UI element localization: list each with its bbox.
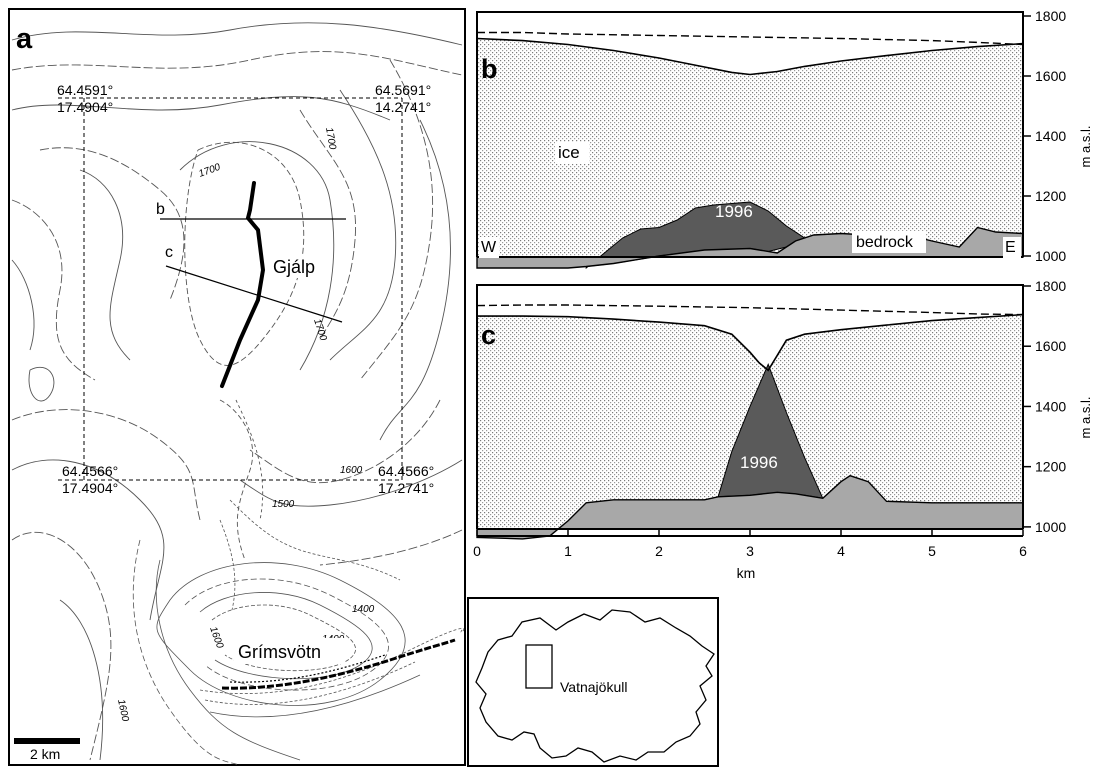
km-axis: 0 1 2 3 4 5 6 km bbox=[473, 530, 1027, 581]
corner-bl-lon: 17.4904° bbox=[62, 480, 118, 496]
plot-frame bbox=[476, 11, 1024, 257]
x-tick-label: 0 bbox=[473, 543, 481, 559]
contour-label: 1600 bbox=[340, 465, 363, 476]
corner-br-lat: 64.4566° bbox=[378, 463, 434, 479]
ice-area bbox=[477, 38, 1023, 257]
inset-map: Vatnajökull bbox=[467, 597, 719, 767]
corner-tr-lon: 14.2741° bbox=[375, 99, 431, 115]
fissure bbox=[220, 181, 266, 388]
label-west-bg bbox=[479, 237, 499, 258]
pre-eruption-surface-line bbox=[477, 31, 1024, 46]
scale-bar-label: 2 km bbox=[30, 746, 60, 762]
y-axis-label: m a.s.l. bbox=[1078, 126, 1093, 168]
label-bedrock-bg bbox=[852, 231, 926, 253]
y-axis-label: m a.s.l. bbox=[1078, 397, 1093, 439]
x-axis-label: km bbox=[737, 565, 756, 581]
corner-br-lon: 17.2741° bbox=[378, 480, 434, 496]
label-ice: ice bbox=[558, 143, 580, 162]
label-east: E bbox=[1005, 239, 1016, 256]
y-tick-label: 1200 bbox=[1035, 459, 1066, 475]
x-tick-label: 6 bbox=[1019, 543, 1027, 559]
corner-bl-lat: 64.4566° bbox=[62, 463, 118, 479]
label-east-bg bbox=[1003, 237, 1021, 258]
x-tick-label: 2 bbox=[655, 543, 663, 559]
y-tick-label: 1400 bbox=[1035, 128, 1066, 144]
x-tick-label: 1 bbox=[564, 543, 572, 559]
eruption-scarp bbox=[221, 638, 456, 690]
study-area-marker bbox=[525, 644, 553, 689]
y-tick-label: 1800 bbox=[1035, 8, 1066, 24]
y-tick-label: 1800 bbox=[1035, 278, 1066, 294]
corner-coordinates: 64.4591° 17.4904° 64.5691° 14.2741° 64.4… bbox=[57, 82, 434, 496]
profile-lines bbox=[160, 218, 346, 323]
y-tick-label: 1600 bbox=[1035, 68, 1066, 84]
panel-letter: c bbox=[481, 320, 496, 350]
panel-letter: b bbox=[481, 54, 498, 84]
label-west: W bbox=[481, 239, 497, 256]
gjalp-label-bg bbox=[268, 254, 326, 278]
corner-tl-lat: 64.4591° bbox=[57, 82, 113, 98]
place-name-gjalp: Gjálp bbox=[273, 257, 315, 277]
contour-label: 1500 bbox=[272, 499, 295, 510]
profile-panel-c: 1000 1200 1400 1600 1800 m a.s.l. c 1996 bbox=[476, 278, 1093, 540]
y-tick-label: 1600 bbox=[1035, 338, 1066, 354]
corner-tr-lat: 64.5691° bbox=[375, 82, 431, 98]
profile-panel-b: 1000 1200 1400 1600 1800 m a.s.l. b ice 1996 bedr… bbox=[476, 8, 1093, 270]
study-area-box bbox=[58, 97, 403, 481]
vatnajokull-outline bbox=[475, 609, 715, 763]
contour-lines bbox=[11, 22, 463, 761]
grimsvotn-contours bbox=[132, 499, 465, 766]
corner-tl-lon: 17.4904° bbox=[57, 99, 113, 115]
label-1996: 1996 bbox=[715, 202, 753, 221]
contour-label: 1600 bbox=[115, 698, 130, 722]
profile-label-c: c bbox=[165, 244, 173, 261]
label-ice-bg bbox=[555, 142, 589, 164]
x-tick-label: 4 bbox=[837, 543, 845, 559]
pre-eruption-surface-line bbox=[476, 304, 1024, 316]
scale-bar: 2 km bbox=[14, 738, 80, 762]
place-name-grimsvotn: Grímsvötn bbox=[238, 642, 321, 662]
inset-label-vatnajokull: Vatnajökull bbox=[560, 679, 627, 695]
x-tick-label: 3 bbox=[746, 543, 754, 559]
panel-a-letter: a bbox=[16, 23, 33, 55]
label-1996: 1996 bbox=[740, 453, 778, 472]
map-panel-a: a 64.4591° 17.4904° 64.5691° 14.2741° 64… bbox=[8, 8, 466, 766]
label-bedrock: bedrock bbox=[856, 234, 914, 251]
grimsvotn-label-bg bbox=[234, 638, 344, 664]
y-tick-label: 1000 bbox=[1035, 248, 1066, 264]
y-tick-label: 1000 bbox=[1035, 519, 1066, 535]
y-tick-label: 1200 bbox=[1035, 188, 1066, 204]
contour-label: 1700 bbox=[323, 127, 338, 151]
contour-label: 1400 bbox=[352, 604, 375, 615]
profile-line-c bbox=[165, 265, 343, 323]
y-tick-label: 1400 bbox=[1035, 398, 1066, 414]
x-tick-label: 5 bbox=[928, 543, 936, 559]
ice-surface-line bbox=[477, 313, 1024, 372]
bedrock-area bbox=[476, 474, 1024, 540]
profile-line-labels: b c bbox=[156, 201, 173, 261]
profile-label-b: b bbox=[156, 201, 165, 218]
ice-surface-line bbox=[476, 37, 1024, 76]
